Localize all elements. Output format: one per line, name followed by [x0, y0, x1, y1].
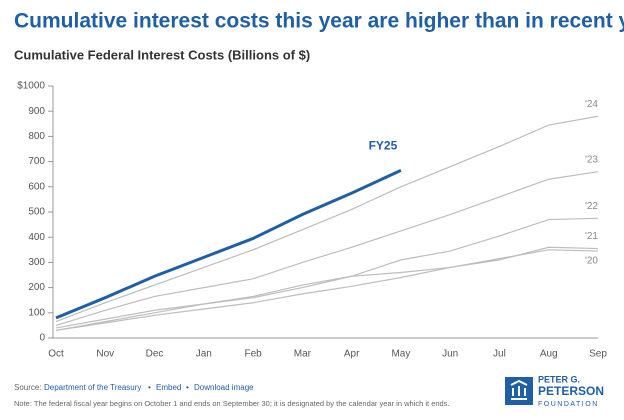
series-label: FY25: [369, 139, 398, 153]
x-tick-label: Jul: [493, 349, 506, 360]
y-tick-label: 500: [28, 207, 45, 218]
chart-title: Cumulative interest costs this year are …: [14, 10, 624, 33]
series-line: [55, 169, 402, 320]
source-label: Source:: [14, 383, 42, 392]
x-tick-label: Feb: [244, 349, 262, 360]
y-tick-label: 100: [28, 307, 45, 318]
series-line: [55, 246, 599, 332]
series-label: '24: [585, 99, 598, 110]
series-line: [55, 217, 599, 329]
x-tick-label: Mar: [294, 349, 312, 360]
x-tick-label: Jun: [442, 349, 458, 360]
note: Note: The federal fiscal year begins on …: [14, 399, 450, 408]
series-line: [55, 249, 599, 332]
y-tick-label: 300: [28, 257, 45, 268]
series-line: [55, 171, 599, 326]
bullet: •: [186, 383, 189, 392]
x-tick-label: Nov: [96, 349, 114, 360]
chart-subtitle: Cumulative Federal Interest Costs (Billi…: [14, 47, 310, 62]
embed-link[interactable]: Embed: [156, 383, 181, 392]
bullet: •: [148, 383, 151, 392]
x-tick-label: Apr: [344, 349, 360, 360]
x-tick-label: Dec: [146, 349, 164, 360]
x-tick-label: Sep: [589, 349, 607, 360]
y-tick-label: 900: [28, 106, 45, 117]
y-tick-label: 0: [39, 333, 45, 344]
download-link[interactable]: Download image: [194, 383, 254, 392]
series-label: '20: [585, 256, 598, 267]
x-tick-label: May: [391, 349, 410, 360]
logo-text: PETERSON: [538, 384, 604, 398]
y-tick-label: 400: [28, 232, 45, 243]
x-tick-label: Oct: [48, 349, 64, 360]
series-line: [55, 115, 599, 323]
logo-text: PETER G.: [538, 374, 580, 384]
y-tick-label: 600: [28, 181, 45, 192]
series-label: '23: [585, 154, 598, 165]
y-tick-label: $1000: [17, 81, 45, 92]
x-tick-label: Aug: [540, 349, 558, 360]
x-tick-label: Jan: [196, 349, 212, 360]
y-tick-label: 700: [28, 156, 45, 167]
y-tick-label: 800: [28, 131, 45, 142]
logo-text: FOUNDATION: [538, 401, 599, 408]
y-tick-label: 200: [28, 282, 45, 293]
logo-icon-shape: [510, 379, 528, 400]
series-label: '21: [585, 231, 598, 242]
source-link[interactable]: Department of the Treasury: [44, 383, 141, 392]
series-label: '22: [585, 201, 598, 212]
